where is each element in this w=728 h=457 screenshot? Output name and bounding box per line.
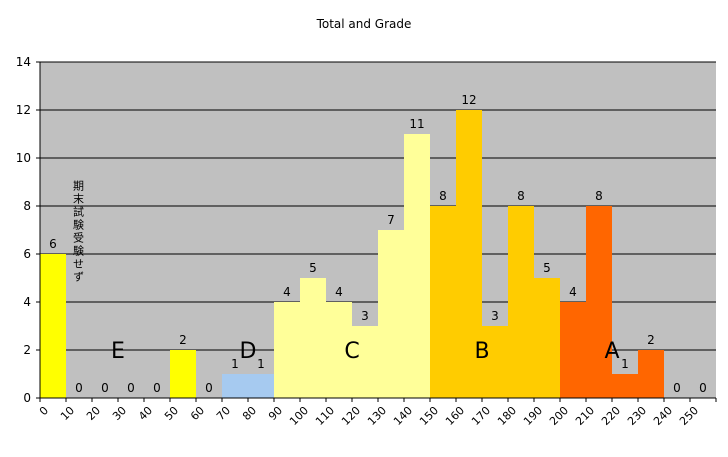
x-tick-label: 120 [339,404,363,428]
x-tick-label: 30 [110,404,129,423]
bar [638,350,664,398]
bar [274,302,300,398]
y-tick-label: 2 [23,343,31,357]
data-label: 4 [569,285,577,299]
data-label: 4 [335,285,343,299]
x-tick-label: 140 [391,404,415,428]
x-tick-label: 70 [214,404,233,423]
bar [352,326,378,398]
chart-title: Total and Grade [316,17,412,31]
annotation: 期末試験受験せず [72,180,85,284]
data-label: 0 [673,381,681,395]
y-tick-label: 0 [23,391,31,405]
y-axis-ticks: 0 2 4 6 8 10 12 14 [16,55,40,405]
x-tick-label: 170 [469,404,493,428]
bar [404,134,430,398]
data-label: 11 [409,117,424,131]
x-tick-label: 80 [240,404,259,423]
bar [248,374,274,398]
bar [40,254,66,398]
data-label: 0 [699,381,707,395]
data-label: 8 [595,189,603,203]
bars [40,110,664,398]
x-tick-label: 100 [287,404,311,428]
x-tick-label: 110 [313,404,337,428]
x-tick-label: 60 [188,404,207,423]
x-tick-label: 130 [365,404,389,428]
y-tick-label: 14 [16,55,31,69]
y-tick-label: 6 [23,247,31,261]
x-tick-label: 200 [547,404,571,428]
annotation-text: 期末試験受験せず [72,180,85,284]
data-label: 1 [231,357,239,371]
data-label: 8 [439,189,447,203]
x-tick-label: 230 [625,404,649,428]
bar [456,110,482,398]
grade-label: A [604,339,619,364]
bar [170,350,196,398]
bar [508,206,534,398]
x-tick-label: 90 [266,404,285,423]
data-label: 1 [257,357,265,371]
x-tick-label: 40 [136,404,155,423]
data-label: 0 [75,381,83,395]
x-tick-label: 240 [651,404,675,428]
data-label: 0 [127,381,135,395]
x-tick-label: 220 [599,404,623,428]
x-tick-label: 0 [37,404,51,418]
x-tick-label: 190 [521,404,545,428]
bar [300,278,326,398]
bar [612,374,638,398]
data-label: 3 [491,309,499,323]
bar [482,326,508,398]
data-label: 2 [179,333,187,347]
grade-label: C [344,339,359,364]
y-tick-label: 10 [16,151,31,165]
bar [222,374,248,398]
data-label: 5 [309,261,317,275]
x-tick-label: 150 [417,404,441,428]
y-tick-label: 8 [23,199,31,213]
grade-label: E [111,339,125,364]
x-tick-label: 210 [573,404,597,428]
data-label: 0 [153,381,161,395]
x-tick-label: 20 [84,404,103,423]
bar [586,206,612,398]
x-tick-label: 50 [162,404,181,423]
data-label: 0 [205,381,213,395]
bar [430,206,456,398]
bar [378,230,404,398]
data-label: 12 [461,93,476,107]
bar [560,302,586,398]
bar [326,302,352,398]
y-tick-label: 12 [16,103,31,117]
x-tick-label: 180 [495,404,519,428]
x-axis-ticks: 0 10 20 30 40 50 60 70 80 90 100 110 120 130 140 150 160… [37,398,717,428]
data-label: 4 [283,285,291,299]
x-tick-label: 160 [443,404,467,428]
data-label: 0 [101,381,109,395]
data-label: 6 [49,237,57,251]
data-label: 7 [387,213,395,227]
data-label: 5 [543,261,551,275]
data-label: 2 [647,333,655,347]
x-tick-label: 10 [58,404,77,423]
grade-label: D [240,339,257,364]
x-tick-label: 250 [677,404,701,428]
bar [534,278,560,398]
data-label: 8 [517,189,525,203]
grade-label: B [474,339,489,364]
data-label: 1 [621,357,629,371]
data-label: 3 [361,309,369,323]
y-tick-label: 4 [23,295,31,309]
